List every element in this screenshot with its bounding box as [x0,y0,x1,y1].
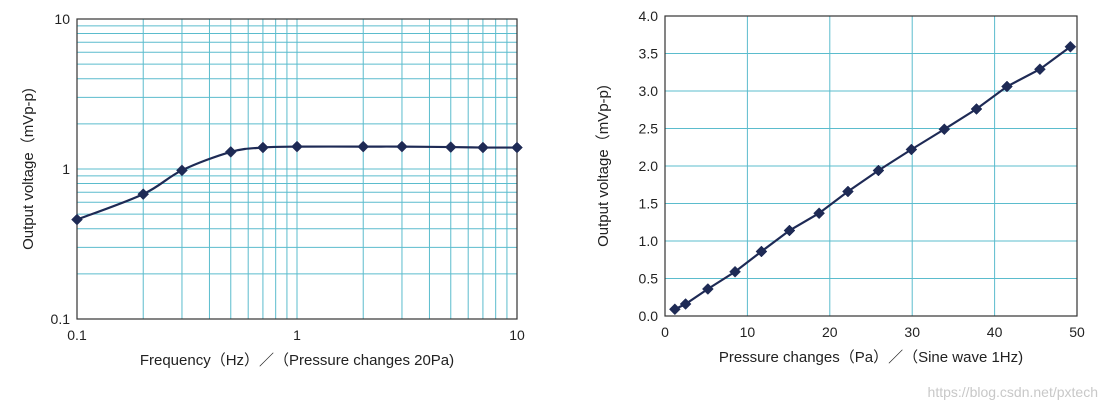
data-point [291,140,303,153]
grid [76,18,518,320]
y-tick-label: 3.5 [639,46,659,62]
y-tick-label: 1 [62,161,70,177]
y-tick-label: 0.5 [639,271,659,287]
data-point [1064,40,1077,53]
watermark: https://blog.csdn.net/pxtech [928,384,1098,400]
data-point [1001,80,1013,93]
y-tick-label: 3.0 [639,83,659,99]
x-axis-label: Pressure changes（Pa）／（Sine wave 1Hz) [719,349,1023,366]
data-point [938,123,951,136]
y-tick-label: 0.1 [51,311,71,327]
x-tick-label: 10 [509,327,525,343]
y-tick-label: 4.0 [639,8,659,24]
x-tick-label: 30 [904,324,920,340]
data-point [176,164,188,177]
x-tick-label: 20 [822,324,838,340]
data-point [357,140,370,153]
data-point [444,141,457,153]
data-point [755,245,768,258]
data-point [137,188,150,200]
y-tick-label: 2.5 [639,121,659,137]
data-point [257,141,269,154]
pressure-linearity-chart: 0 10 20 30 40 50 0.0 0.5 1.0 1.5 2.0 2.5 3.0 3.5 4.0 Pr… [595,8,1085,366]
data-point [71,213,83,226]
data-point [679,298,692,310]
grid [664,15,1078,317]
data-point [905,143,918,156]
data-point [842,185,854,198]
frequency-response-chart: 0.1 1 10 0.1 1 10 Frequency（Hz）／（Pressure chan… [20,11,525,369]
x-axis-label: Frequency（Hz）／（Pressure changes 20Pa) [140,352,454,369]
data-point [669,303,681,316]
x-tick-label: 0 [661,324,669,340]
x-tick-label: 0.1 [67,327,87,343]
y-tick-label: 2.0 [639,158,659,174]
plot-frame [664,15,1078,317]
y-tick-label: 1.5 [639,196,659,212]
x-tick-label: 10 [740,324,756,340]
x-tick-label: 40 [987,324,1003,340]
y-axis-label: Output voltage（mVp-p) [20,88,37,250]
data-point [224,146,237,158]
data-point [872,164,885,177]
data-point [813,207,825,220]
y-tick-label: 1.0 [639,233,659,249]
plot-frame [76,18,518,320]
data-point [783,224,796,237]
data-point [511,141,523,154]
x-tick-label: 50 [1069,324,1085,340]
data-point [1034,63,1046,76]
data-point [970,103,983,115]
y-tick-label: 0.0 [639,308,659,324]
data-point [396,140,408,153]
x-tick-label: 1 [293,327,301,343]
data-point [477,141,489,154]
y-axis-label: Output voltage（mVp-p) [595,85,612,247]
y-tick-label: 10 [54,11,70,27]
data-point [701,283,714,295]
data-point [729,265,741,278]
